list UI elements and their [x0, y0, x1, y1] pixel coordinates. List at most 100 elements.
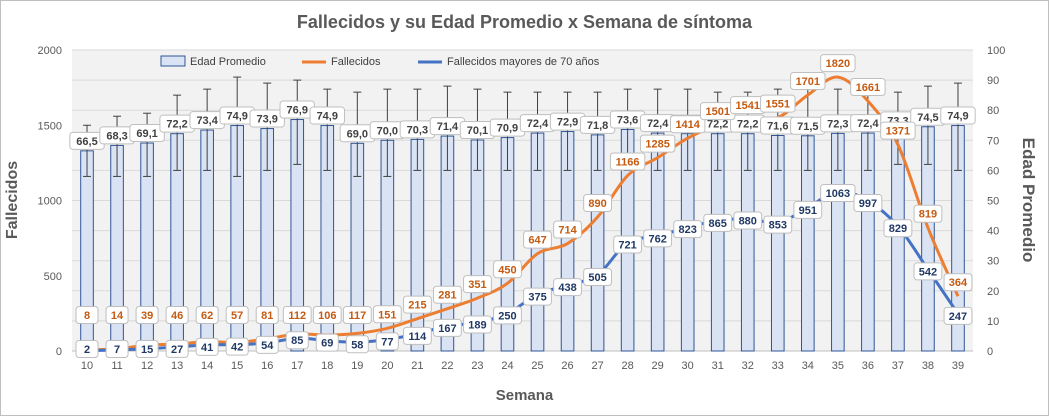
fallecidos-data-label: 151	[378, 309, 396, 321]
fallecidos-data-label: 8	[84, 310, 90, 322]
mayores-70-data-label-box	[493, 306, 522, 325]
y-tick-label-left: 500	[44, 271, 62, 283]
fallecidos-data-label: 112	[288, 310, 306, 322]
y-tick-label-left: 2000	[38, 45, 62, 57]
fallecidos-data-label-box	[820, 54, 856, 73]
x-tick-label: 14	[201, 360, 213, 372]
y-tick-label-right: 70	[987, 135, 999, 147]
bar-data-label-box	[129, 124, 165, 143]
x-tick-label: 29	[652, 360, 664, 372]
fallecidos-data-label-box	[913, 204, 943, 223]
bar-data-label: 69,0	[347, 128, 368, 140]
x-tick-label: 28	[621, 360, 633, 372]
x-tick-label: 17	[291, 360, 303, 372]
mayores-70-data-label-box	[105, 340, 129, 358]
mayores-70-data-label: 505	[588, 272, 606, 284]
mayores-70-data-label-box	[433, 318, 462, 337]
mayores-70-data-label-box	[673, 220, 703, 239]
y-tick-label-right: 80	[987, 105, 999, 117]
fallecidos-data-label-box	[493, 260, 522, 279]
y-tick-label-right: 20	[987, 286, 999, 298]
mayores-70-data-label: 247	[949, 311, 967, 323]
mayores-70-data-label: 865	[709, 218, 727, 230]
mayores-70-data-label-box	[345, 335, 369, 354]
mayores-70-data-label-box	[255, 335, 279, 354]
mayores-70-data-label-box	[402, 326, 432, 345]
legend-swatch-edad	[160, 55, 186, 67]
fallecidos-data-label: 1285	[645, 139, 669, 151]
mayores-70-data-label-box	[583, 267, 612, 286]
mayores-70-data-label: 167	[438, 323, 456, 335]
mayores-70-data-label-box	[225, 337, 249, 356]
fallecidos-data-label-box	[75, 306, 99, 324]
fallecidos-data-label: 215	[408, 300, 426, 312]
fallecidos-data-label: 106	[318, 310, 336, 322]
bar-data-label: 73,4	[196, 115, 218, 127]
y-tick-label-left: 0	[56, 346, 62, 358]
x-tick-label: 27	[591, 360, 603, 372]
y-tick-label-right: 90	[987, 75, 999, 87]
x-tick-label: 13	[171, 360, 183, 372]
mayores-70-data-label: 27	[171, 344, 183, 356]
fallecidos-data-label-box	[523, 230, 552, 249]
x-tick-label: 34	[802, 360, 814, 372]
fallecidos-data-label-box	[195, 306, 219, 324]
fallecidos-data-label-box	[402, 295, 432, 314]
mayores-70-data-label-box	[883, 219, 913, 238]
x-tick-label: 23	[471, 360, 483, 372]
y-tick-label-right: 0	[987, 346, 993, 358]
mayores-70-data-label: 823	[679, 224, 697, 236]
x-tick-label: 18	[321, 360, 333, 372]
bar-data-label: 70,1	[467, 125, 488, 137]
fallecidos-data-label: 1501	[705, 106, 729, 118]
bar-data-label-box	[940, 106, 976, 125]
fallecidos-data-label-box	[609, 152, 646, 171]
mayores-70-data-label: 1063	[826, 188, 850, 200]
mayores-70-data-label: 438	[558, 282, 576, 294]
fallecidos-data-label-box	[105, 306, 129, 324]
bar-data-label: 70,3	[407, 124, 428, 136]
x-tick-label: 38	[922, 360, 934, 372]
fallecidos-data-label: 714	[558, 225, 577, 237]
bar-data-label: 72,2	[737, 119, 758, 131]
x-tick-label: 20	[381, 360, 393, 372]
fallecidos-data-label: 81	[261, 310, 273, 322]
fallecidos-data-label: 364	[949, 277, 968, 289]
bar-data-label: 72,9	[557, 117, 578, 129]
x-tick-label: 32	[742, 360, 754, 372]
mayores-70-data-label: 375	[528, 292, 546, 304]
mayores-70-data-label: 58	[351, 339, 363, 351]
mayores-70-data-label-box	[763, 215, 793, 234]
fallecidos-data-label: 450	[498, 264, 516, 276]
bar-data-label: 72,4	[647, 118, 669, 130]
legend-label-fallecidos: Fallecidos	[331, 56, 381, 68]
fallecidos-data-label-box	[433, 285, 462, 304]
y-tick-label-right: 100	[987, 45, 1005, 57]
fallecidos-data-label-box	[463, 275, 492, 294]
x-axis-label: Semana	[495, 387, 554, 404]
x-tick-label: 26	[561, 360, 573, 372]
mayores-70-data-label: 69	[321, 338, 333, 350]
x-tick-label: 19	[351, 360, 363, 372]
fallecidos-data-label: 1701	[796, 76, 820, 88]
fallecidos-data-label-box	[282, 306, 312, 324]
x-tick-label: 16	[261, 360, 273, 372]
fallecidos-data-label: 1551	[766, 99, 790, 111]
mayores-70-data-label: 250	[498, 310, 516, 322]
y-tick-label-right: 50	[987, 196, 999, 208]
legend-label-mayores-70: Fallecidos mayores de 70 años	[447, 56, 600, 68]
mayores-70-data-label-box	[703, 213, 733, 232]
mayores-70-data-label-box	[375, 332, 399, 351]
fallecidos-data-label: 14	[111, 310, 124, 322]
mayores-70-data-label: 85	[291, 335, 303, 347]
x-tick-label: 22	[441, 360, 453, 372]
mayores-70-data-label-box	[943, 306, 973, 325]
x-tick-label: 30	[682, 360, 694, 372]
mayores-70-data-label-box	[195, 337, 219, 356]
x-tick-label: 10	[81, 360, 93, 372]
mayores-70-data-label-box	[75, 340, 99, 358]
mayores-70-data-label: 951	[799, 205, 817, 217]
mayores-70-data-label-box	[733, 211, 763, 230]
fallecidos-data-label-box	[372, 305, 402, 324]
bar-data-label: 72,3	[827, 118, 848, 130]
